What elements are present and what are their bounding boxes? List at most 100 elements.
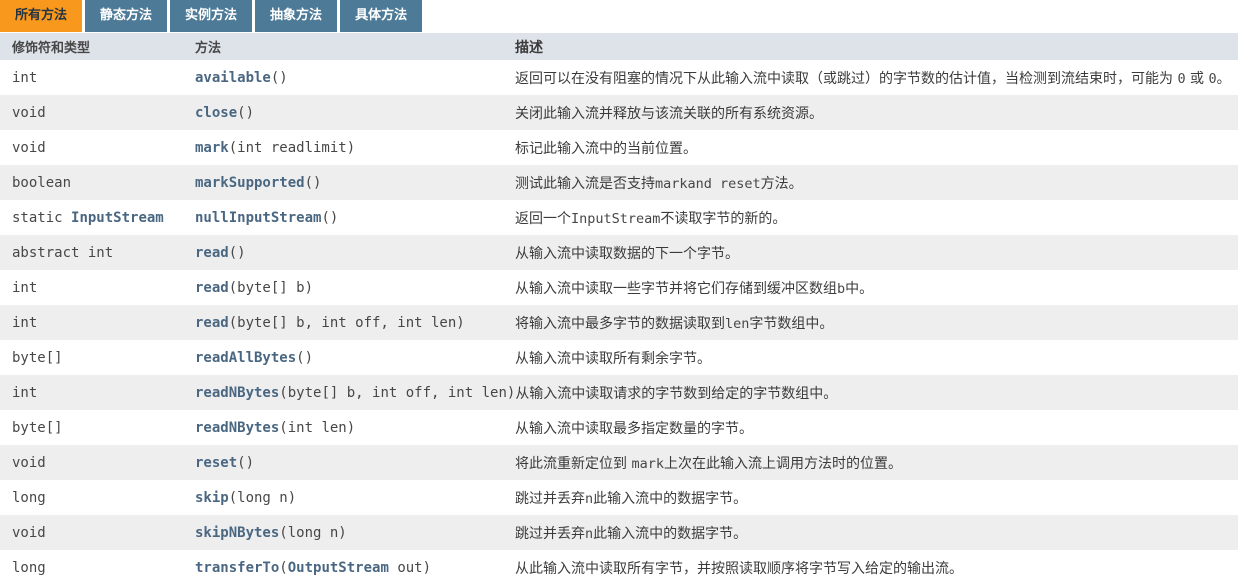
description-cell: 将此流重新定位到 mark上次在此输入流上调用方法时的位置。	[515, 453, 1238, 473]
method-link[interactable]: close	[195, 104, 238, 121]
text: int	[12, 384, 38, 401]
method-link[interactable]: read	[195, 279, 229, 296]
method-cell: readNBytes(byte[] b, int off, int len)	[195, 385, 515, 401]
modifier-type-cell: long	[0, 560, 195, 576]
header-method: 方法	[195, 41, 222, 56]
inline-code: 0	[1208, 70, 1217, 87]
text: abstract int	[12, 244, 114, 261]
text: void	[12, 524, 46, 541]
description-cell: 测试此输入流是否支持markand reset方法。	[515, 173, 1238, 193]
method-cell: read()	[195, 245, 515, 261]
modifier-type-cell: void	[0, 455, 195, 471]
description-cell: 将输入流中最多字节的数据读取到len字节数组中。	[515, 313, 1238, 333]
method-cell: markSupported()	[195, 175, 515, 191]
text: byte[]	[12, 349, 63, 366]
text: 跳过并丢弃	[515, 525, 585, 542]
method-cell: close()	[195, 105, 515, 121]
method-cell: reset()	[195, 455, 515, 471]
text: ()	[296, 349, 314, 366]
method-params: (byte[] b, int off, int len)	[229, 315, 465, 331]
text: 不读取字节的新的。	[660, 210, 787, 227]
method-link[interactable]: readNBytes	[195, 384, 280, 401]
method-cell: skip(long n)	[195, 490, 515, 506]
method-link[interactable]: skip	[195, 489, 229, 506]
inline-code: markand reset	[655, 175, 761, 192]
text: byte[]	[12, 419, 63, 436]
method-link[interactable]: readAllBytes	[195, 349, 297, 366]
table-row: int available() 返回可以在没有阻塞的情况下从此输入流中读取（或跳…	[0, 60, 1238, 95]
method-link[interactable]: transferTo	[195, 559, 280, 576]
table-row: byte[] readNBytes(int len) 从输入流中读取最多指定数量…	[0, 410, 1238, 445]
modifier-type-cell: int	[0, 315, 195, 331]
tab-all-methods[interactable]: 所有方法	[0, 0, 83, 32]
method-cell: read(byte[] b, int off, int len)	[195, 315, 515, 331]
text: void	[12, 454, 46, 471]
method-params: ()	[237, 105, 254, 121]
text: 此输入流中的数据字节。	[593, 525, 748, 542]
method-params: (OutputStream out)	[279, 560, 431, 576]
modifier-type-cell: byte[]	[0, 420, 195, 436]
method-link[interactable]: reset	[195, 454, 238, 471]
text: 测试此输入流是否支持	[515, 175, 655, 192]
table-row: abstract int read() 从输入流中读取数据的下一个字节。	[0, 235, 1238, 270]
method-link[interactable]: markSupported	[195, 174, 305, 191]
tab-static-methods[interactable]: 静态方法	[85, 0, 168, 32]
text: boolean	[12, 174, 72, 191]
text: (int len)	[279, 419, 356, 436]
method-link[interactable]: read	[195, 244, 229, 261]
text: (long n)	[279, 524, 347, 541]
method-link[interactable]: mark	[195, 139, 229, 156]
class-link[interactable]: OutputStream	[287, 559, 389, 576]
table-row: long skip(long n) 跳过并丢弃n此输入流中的数据字节。	[0, 480, 1238, 515]
table-row: static InputStream nullInputStream() 返回一…	[0, 200, 1238, 235]
text: (int readlimit)	[228, 139, 356, 156]
method-params: ()	[271, 70, 288, 86]
modifier-type-cell: void	[0, 105, 195, 121]
methods-table: 修饰符和类型 方法 描述 int available() 返回可以在没有阻塞的情…	[0, 33, 1238, 580]
description-cell: 关闭此输入流并释放与该流关联的所有系统资源。	[515, 103, 1238, 123]
method-cell: skipNBytes(long n)	[195, 525, 515, 541]
description-cell: 从输入流中读取一些字节并将它们存储到缓冲区数组b中。	[515, 278, 1238, 298]
text: (byte[] b, int off, int len)	[279, 384, 516, 401]
inline-code: b	[837, 280, 846, 297]
text: int	[12, 279, 38, 296]
table-header-row: 修饰符和类型 方法 描述	[0, 33, 1238, 60]
method-link[interactable]: readNBytes	[195, 419, 280, 436]
method-link[interactable]: skipNBytes	[195, 524, 280, 541]
method-link[interactable]: nullInputStream	[195, 209, 322, 226]
method-params: (int len)	[279, 420, 355, 436]
method-params: (int readlimit)	[229, 140, 355, 156]
description-cell: 从输入流中读取所有剩余字节。	[515, 348, 1238, 368]
table-row: void skipNBytes(long n) 跳过并丢弃n此输入流中的数据字节…	[0, 515, 1238, 550]
modifier-type-cell: long	[0, 490, 195, 506]
text: 此输入流中的数据字节。	[593, 490, 748, 507]
text: 从输入流中读取一些字节并将它们存储到缓冲区数组	[515, 280, 837, 297]
text: ()	[304, 174, 322, 191]
text: 跳过并丢弃	[515, 490, 585, 507]
text: 方法。	[760, 175, 803, 192]
method-cell: transferTo(OutputStream out)	[195, 560, 515, 576]
tab-instance-methods[interactable]: 实例方法	[170, 0, 253, 32]
method-params: ()	[229, 245, 246, 261]
tab-abstract-methods[interactable]: 抽象方法	[255, 0, 338, 32]
text: ()	[321, 209, 339, 226]
method-params: ()	[237, 455, 254, 471]
text: 或	[1185, 70, 1209, 87]
table-row: byte[] readAllBytes() 从输入流中读取所有剩余字节。	[0, 340, 1238, 375]
text: 关闭此输入流并释放与该流关联的所有系统资源。	[515, 105, 823, 122]
modifier-type-cell: int	[0, 70, 195, 86]
tab-concrete-methods[interactable]: 具体方法	[340, 0, 423, 32]
method-link[interactable]: available	[195, 69, 271, 86]
table-row: void mark(int readlimit) 标记此输入流中的当前位置。	[0, 130, 1238, 165]
method-params: (long n)	[279, 525, 346, 541]
method-params: ()	[321, 210, 338, 226]
table-row: void reset() 将此流重新定位到 mark上次在此输入流上调用方法时的…	[0, 445, 1238, 480]
method-link[interactable]: read	[195, 314, 229, 331]
text: 字节数组中。	[749, 315, 834, 332]
table-body: int available() 返回可以在没有阻塞的情况下从此输入流中读取（或跳…	[0, 60, 1238, 580]
text: long	[12, 489, 46, 506]
text: 从此输入流中读取所有字节，并按照读取顺序将字节写入给定的输出流。	[515, 560, 963, 577]
class-link[interactable]: InputStream	[71, 209, 164, 226]
text: 返回一个	[515, 210, 571, 227]
text: ()	[237, 104, 255, 121]
